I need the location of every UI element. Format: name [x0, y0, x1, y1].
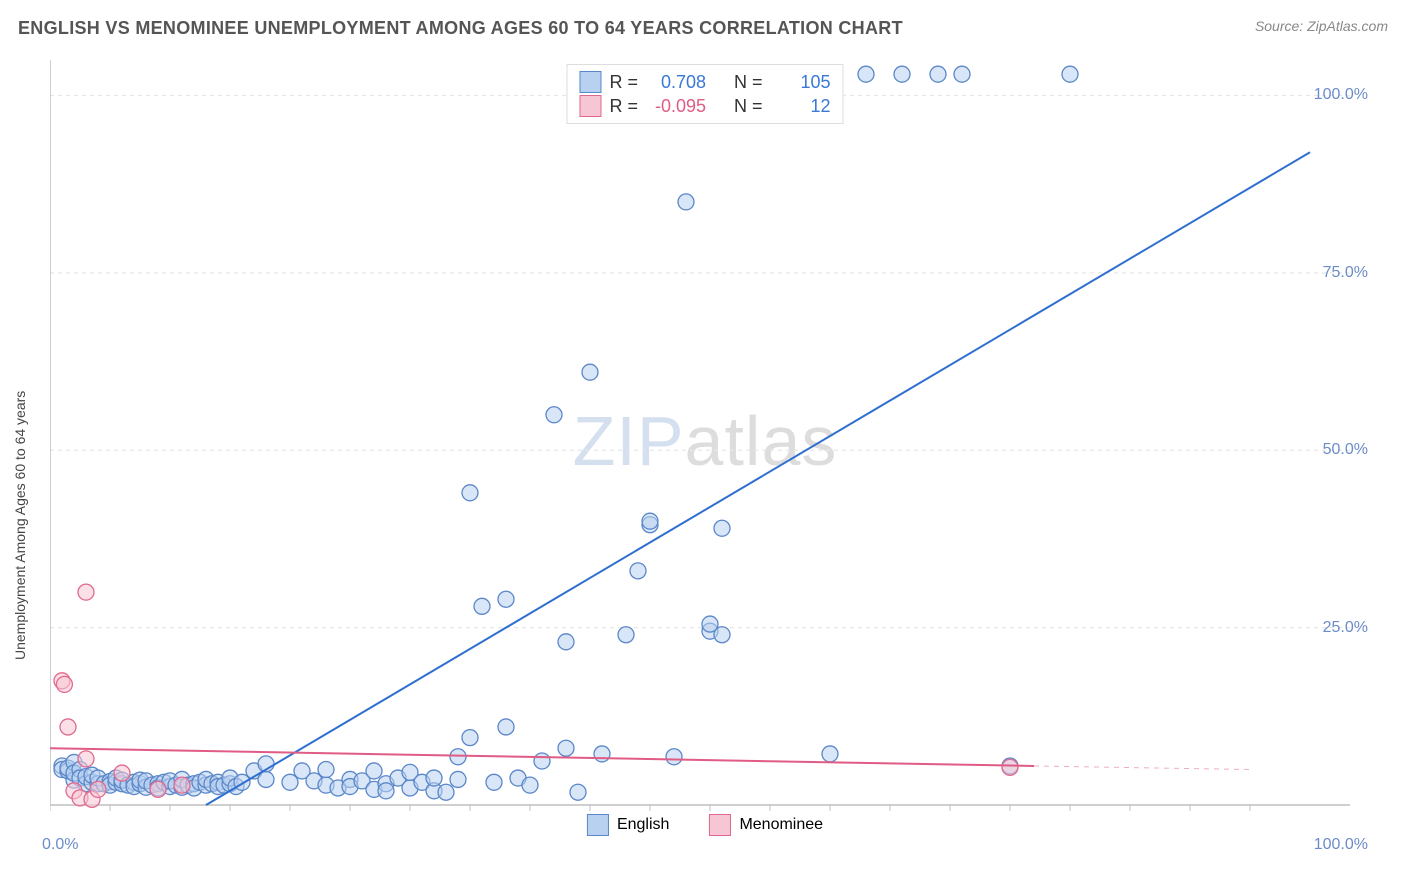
legend-item: Menominee [709, 814, 823, 836]
r-value: -0.095 [646, 96, 706, 117]
y-tick-label: 100.0% [1298, 86, 1368, 104]
chart-title: ENGLISH VS MENOMINEE UNEMPLOYMENT AMONG … [18, 18, 903, 39]
y-tick-label: 25.0% [1298, 619, 1368, 637]
n-value: 12 [771, 96, 831, 117]
legend-swatch [579, 95, 601, 117]
y-tick-label: 75.0% [1298, 264, 1368, 282]
source-attribution: Source: ZipAtlas.com [1255, 18, 1388, 34]
correlation-legend: R = 0.708 N = 105 R = -0.095 N = 12 [566, 64, 843, 124]
n-value: 105 [771, 72, 831, 93]
y-axis-label: Unemployment Among Ages 60 to 64 years [12, 391, 28, 660]
scatter-plot [50, 60, 1360, 830]
legend-label: English [617, 816, 669, 834]
y-tick-label: 50.0% [1298, 441, 1368, 459]
n-label: N = [734, 72, 763, 93]
x-tick-label: 100.0% [1314, 836, 1368, 854]
legend-item: English [587, 814, 669, 836]
series-legend: English Menominee [587, 814, 823, 836]
r-value: 0.708 [646, 72, 706, 93]
legend-stat-row: R = -0.095 N = 12 [579, 95, 830, 117]
legend-stat-row: R = 0.708 N = 105 [579, 71, 830, 93]
x-tick-label: 0.0% [42, 836, 78, 854]
legend-swatch [587, 814, 609, 836]
r-label: R = [609, 72, 638, 93]
r-label: R = [609, 96, 638, 117]
legend-swatch [709, 814, 731, 836]
legend-label: Menominee [739, 816, 823, 834]
n-label: N = [734, 96, 763, 117]
legend-swatch [579, 71, 601, 93]
chart-area: ZIPatlas R =0.708N =105R =-0.095N =12 En… [50, 60, 1360, 830]
